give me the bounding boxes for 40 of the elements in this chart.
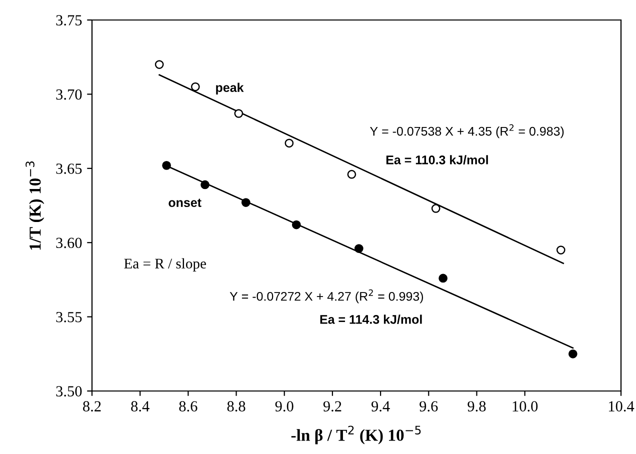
x-tick-label: 8.6 [179,401,198,412]
x-tick-label: 8.2 [83,401,101,412]
x-tick-label: 9.0 [275,401,294,412]
point [162,161,171,170]
annotation: Y = -0.07538 X + 4.35 (R$^{2}$ = 0.983) [370,124,564,138]
point [292,220,301,230]
point [568,349,578,358]
x-tick-label: 8.8 [227,401,246,412]
point [284,138,294,148]
x-tick-label: 9.4 [371,401,390,412]
x-tick-label: 9.8 [468,401,486,412]
y-tick-label: 3.70 [56,89,82,100]
annotation: Ea = 114.3 kJ/mol [320,314,422,324]
y-tick-label: 3.60 [56,238,82,248]
y-tick-label: 3.65 [56,164,82,174]
x-tick-label: 9.2 [323,401,342,412]
annotation: Y = -0.07272 X + 4.27 (R$^{2}$ = 0.993) [230,289,424,304]
point [154,60,164,69]
y-tick-label: 3.55 [56,312,82,322]
annotation: Ea = 110.3 kJ/mol [386,155,488,164]
point [556,246,566,254]
annotation: Ea = R / slope [124,258,206,272]
y-tick-label: 3.50 [56,386,82,397]
x-tick-label: 9.6 [420,401,438,412]
point [431,204,440,213]
point [354,244,364,253]
y-axis-title: 1/T (K) 10$^{−3}$ [26,161,44,250]
x-tick-label: 10.0 [512,401,538,412]
point [200,180,210,190]
point [241,198,250,207]
x-axis-title: -ln β / T$^{2}$ (K) 10$^{−5}$ [291,426,421,444]
point [438,274,448,283]
x-tick-label: 8.4 [131,401,150,412]
annotation: peak [216,82,244,94]
x-tick-label: 10.4 [608,401,634,412]
y-tick-label: 3.75 [56,15,82,26]
point [234,109,244,118]
point [347,170,356,179]
annotation: onset [168,198,202,207]
point [190,82,200,92]
